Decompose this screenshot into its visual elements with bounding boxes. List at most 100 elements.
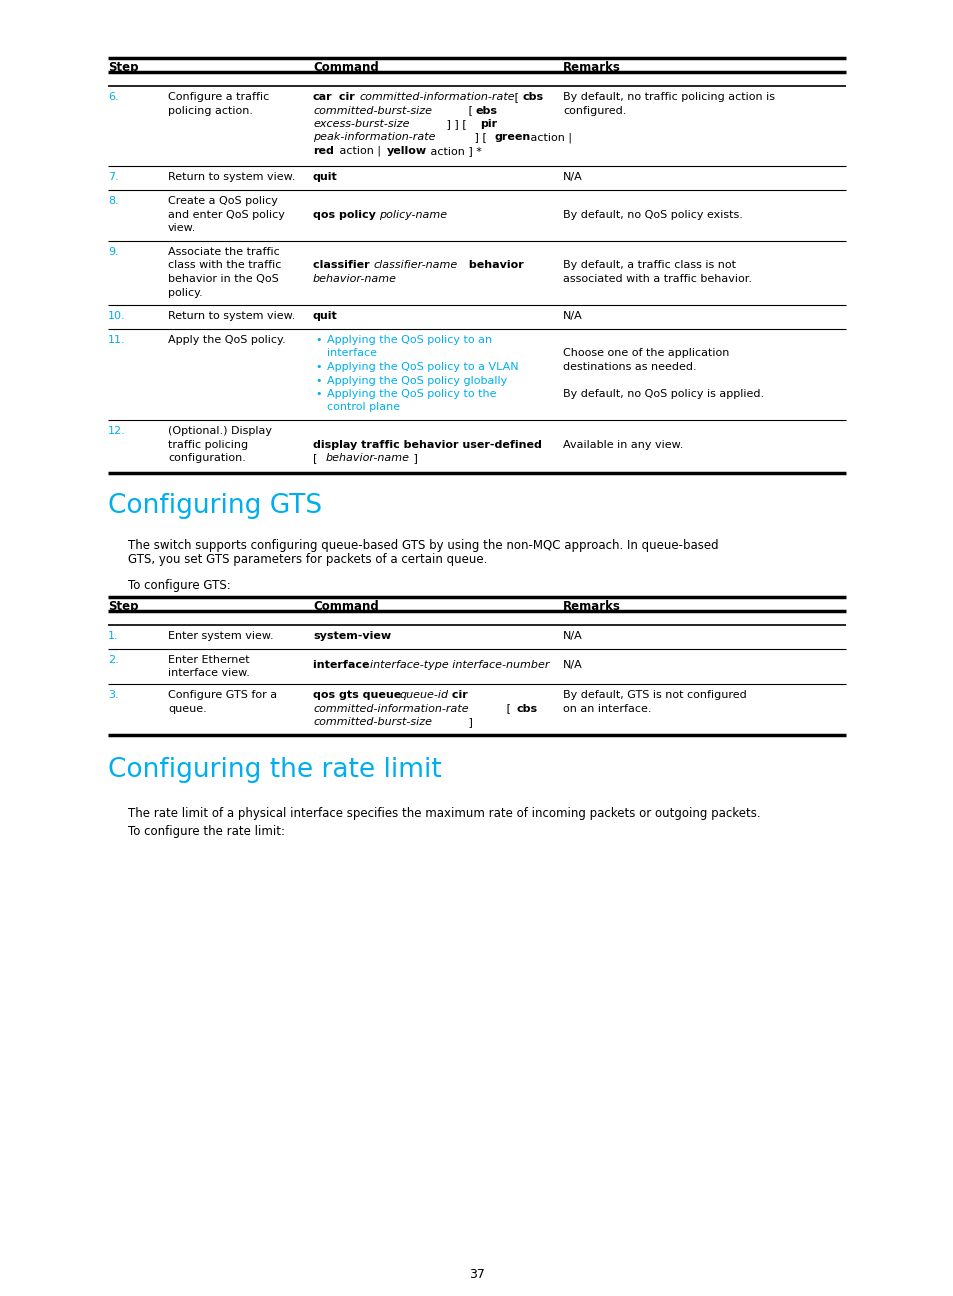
Text: car: car xyxy=(313,92,333,102)
Text: on an interface.: on an interface. xyxy=(562,704,651,714)
Text: configured.: configured. xyxy=(562,105,626,115)
Text: destinations as needed.: destinations as needed. xyxy=(562,362,696,372)
Text: interface-type interface-number: interface-type interface-number xyxy=(370,661,549,670)
Text: pir: pir xyxy=(479,119,497,130)
Text: behavior-name: behavior-name xyxy=(326,454,410,463)
Text: quit: quit xyxy=(313,311,337,321)
Text: 8.: 8. xyxy=(108,196,118,206)
Text: Command: Command xyxy=(313,600,378,613)
Text: By default, GTS is not configured: By default, GTS is not configured xyxy=(562,689,746,700)
Text: 37: 37 xyxy=(469,1267,484,1280)
Text: Applying the QoS policy globally: Applying the QoS policy globally xyxy=(327,376,507,385)
Text: Remarks: Remarks xyxy=(562,61,620,74)
Text: behavior-name: behavior-name xyxy=(313,273,396,284)
Text: ] ] [: ] ] [ xyxy=(442,119,470,130)
Text: N/A: N/A xyxy=(562,631,582,642)
Text: [: [ xyxy=(313,454,320,463)
Text: cir: cir xyxy=(335,92,358,102)
Text: Configure GTS for a: Configure GTS for a xyxy=(168,689,276,700)
Text: policing action.: policing action. xyxy=(168,105,253,115)
Text: Choose one of the application: Choose one of the application xyxy=(562,349,729,359)
Text: cbs: cbs xyxy=(522,92,543,102)
Text: Available in any view.: Available in any view. xyxy=(562,439,682,450)
Text: 6.: 6. xyxy=(108,92,118,102)
Text: N/A: N/A xyxy=(562,661,582,670)
Text: peak-information-rate: peak-information-rate xyxy=(313,132,435,143)
Text: committed-information-rate: committed-information-rate xyxy=(358,92,514,102)
Text: cbs: cbs xyxy=(517,704,537,714)
Text: Create a QoS policy: Create a QoS policy xyxy=(168,196,277,206)
Text: class with the traffic: class with the traffic xyxy=(168,260,281,271)
Text: action |: action | xyxy=(335,146,384,157)
Text: excess-burst-size: excess-burst-size xyxy=(313,119,409,130)
Text: committed-burst-size: committed-burst-size xyxy=(313,105,432,115)
Text: classifier: classifier xyxy=(313,260,374,271)
Text: •: • xyxy=(314,334,321,345)
Text: 3.: 3. xyxy=(108,689,118,700)
Text: red: red xyxy=(313,146,334,156)
Text: Command: Command xyxy=(313,61,378,74)
Text: 12.: 12. xyxy=(108,426,126,435)
Text: •: • xyxy=(314,376,321,385)
Text: 10.: 10. xyxy=(108,311,126,321)
Text: Applying the QoS policy to a VLAN: Applying the QoS policy to a VLAN xyxy=(327,362,518,372)
Text: action |: action | xyxy=(526,132,572,143)
Text: control plane: control plane xyxy=(327,403,399,412)
Text: Configure a traffic: Configure a traffic xyxy=(168,92,269,102)
Text: To configure GTS:: To configure GTS: xyxy=(128,579,231,592)
Text: and enter QoS policy: and enter QoS policy xyxy=(168,210,285,219)
Text: To configure the rate limit:: To configure the rate limit: xyxy=(128,824,285,837)
Text: Return to system view.: Return to system view. xyxy=(168,172,295,181)
Text: [: [ xyxy=(464,105,476,115)
Text: action ] *: action ] * xyxy=(427,146,481,156)
Text: ebs: ebs xyxy=(476,105,497,115)
Text: 7.: 7. xyxy=(108,172,118,181)
Text: policy-name: policy-name xyxy=(378,210,447,219)
Text: GTS, you set GTS parameters for packets of a certain queue.: GTS, you set GTS parameters for packets … xyxy=(128,552,487,565)
Text: 9.: 9. xyxy=(108,248,118,257)
Text: Apply the QoS policy.: Apply the QoS policy. xyxy=(168,334,285,345)
Text: behavior: behavior xyxy=(464,260,523,271)
Text: configuration.: configuration. xyxy=(168,454,246,463)
Text: Applying the QoS policy to an: Applying the QoS policy to an xyxy=(327,334,492,345)
Text: Applying the QoS policy to the: Applying the QoS policy to the xyxy=(327,389,496,399)
Text: interface view.: interface view. xyxy=(168,669,250,679)
Text: Configuring the rate limit: Configuring the rate limit xyxy=(108,757,441,783)
Text: quit: quit xyxy=(313,172,337,181)
Text: qos gts queue: qos gts queue xyxy=(313,689,405,700)
Text: Remarks: Remarks xyxy=(562,600,620,613)
Text: 1.: 1. xyxy=(108,631,118,642)
Text: Associate the traffic: Associate the traffic xyxy=(168,248,279,257)
Text: green: green xyxy=(495,132,531,143)
Text: Step: Step xyxy=(108,61,138,74)
Text: yellow: yellow xyxy=(387,146,427,156)
Text: •: • xyxy=(314,362,321,372)
Text: By default, no traffic policing action is: By default, no traffic policing action i… xyxy=(562,92,774,102)
Text: view.: view. xyxy=(168,223,196,233)
Text: classifier-name: classifier-name xyxy=(373,260,456,271)
Text: (Optional.) Display: (Optional.) Display xyxy=(168,426,272,435)
Text: committed-burst-size: committed-burst-size xyxy=(313,717,432,727)
Text: Step: Step xyxy=(108,600,138,613)
Text: Return to system view.: Return to system view. xyxy=(168,311,295,321)
Text: •: • xyxy=(314,389,321,399)
Text: traffic policing: traffic policing xyxy=(168,439,248,450)
Text: ]: ] xyxy=(410,454,417,463)
Text: cir: cir xyxy=(448,689,467,700)
Text: qos policy: qos policy xyxy=(313,210,379,219)
Text: N/A: N/A xyxy=(562,172,582,181)
Text: N/A: N/A xyxy=(562,311,582,321)
Text: Configuring GTS: Configuring GTS xyxy=(108,492,322,518)
Text: The switch supports configuring queue-based GTS by using the non-MQC approach. I: The switch supports configuring queue-ba… xyxy=(128,539,718,552)
Text: By default, no QoS policy is applied.: By default, no QoS policy is applied. xyxy=(562,389,763,399)
Text: system-view: system-view xyxy=(313,631,391,642)
Text: queue-id: queue-id xyxy=(398,689,448,700)
Text: The rate limit of a physical interface specifies the maximum rate of incoming pa: The rate limit of a physical interface s… xyxy=(128,807,760,820)
Text: ] [: ] [ xyxy=(471,132,490,143)
Text: Enter system view.: Enter system view. xyxy=(168,631,274,642)
Text: [: [ xyxy=(511,92,522,102)
Text: committed-information-rate: committed-information-rate xyxy=(313,704,468,714)
Text: By default, no QoS policy exists.: By default, no QoS policy exists. xyxy=(562,210,742,219)
Text: display traffic behavior user-defined: display traffic behavior user-defined xyxy=(313,439,541,450)
Text: 2.: 2. xyxy=(108,654,118,665)
